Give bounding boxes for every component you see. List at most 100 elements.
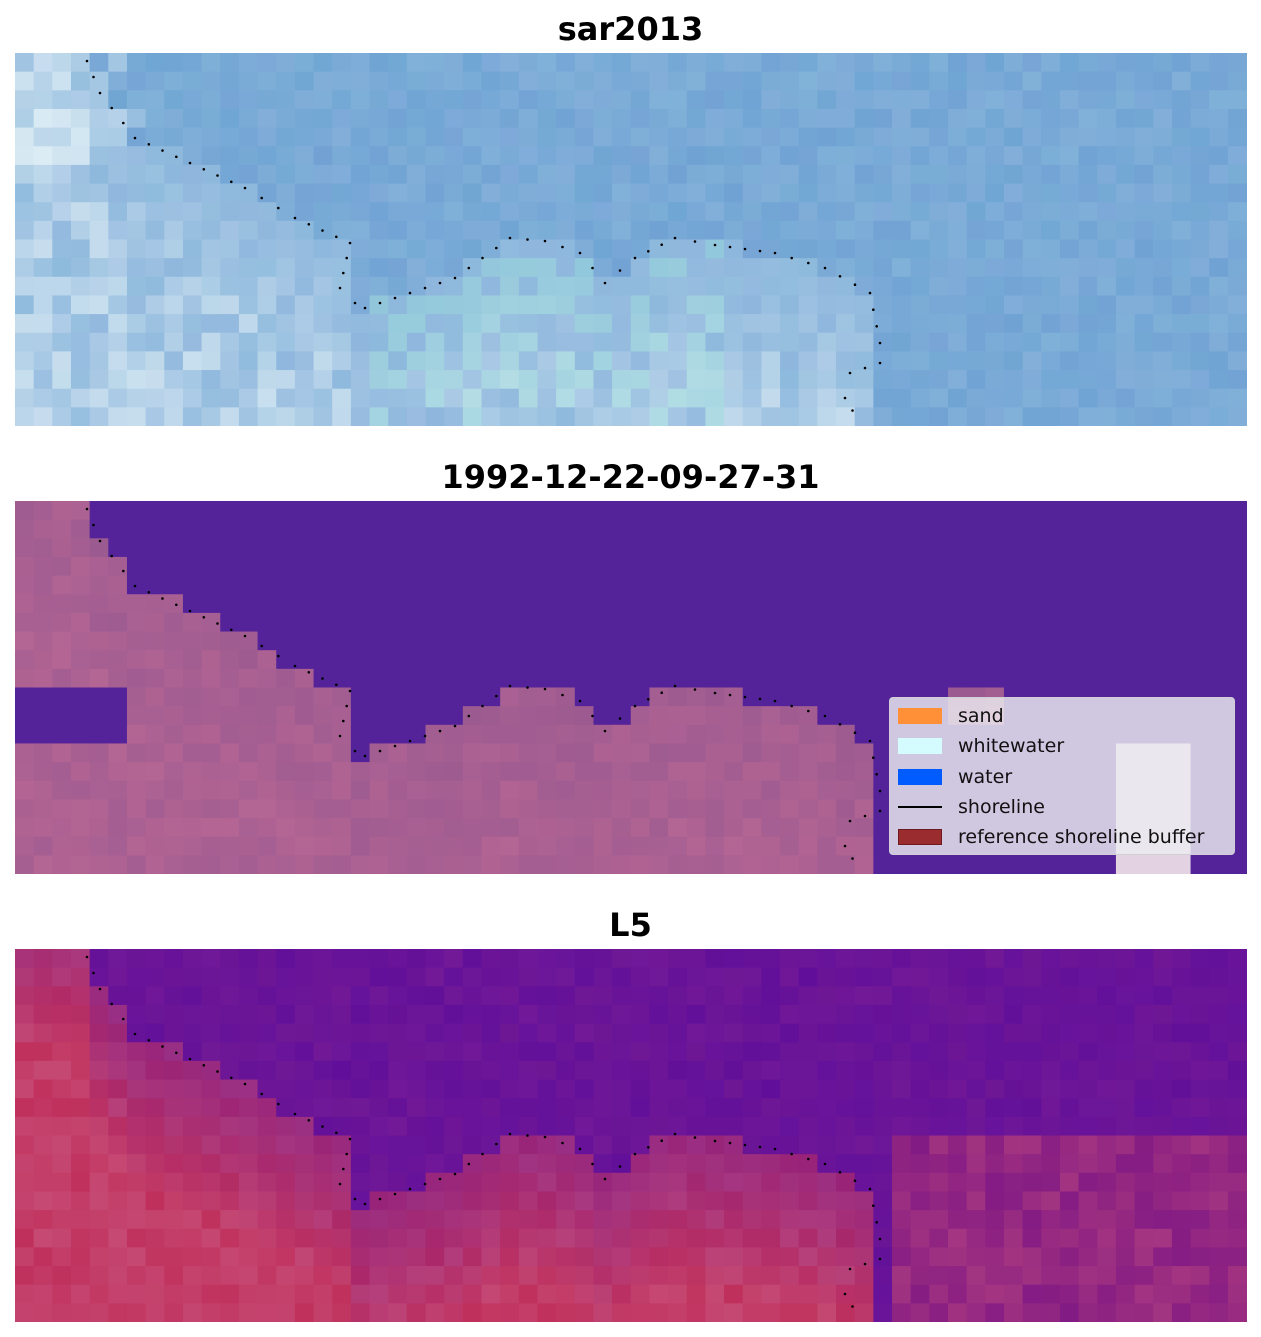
image-cell <box>425 687 445 707</box>
image-cell <box>257 351 277 371</box>
image-cell <box>985 258 1005 278</box>
image-cell <box>854 1023 874 1043</box>
image-cell <box>686 575 707 595</box>
image-cell <box>612 836 632 856</box>
image-cell <box>276 1191 296 1211</box>
shoreline-dot <box>618 1165 622 1168</box>
image-cell <box>70 706 91 726</box>
image-cell <box>444 836 464 856</box>
image-cell <box>33 407 53 426</box>
image-cell <box>612 556 632 577</box>
image-cell <box>481 818 501 838</box>
image-cell <box>126 986 147 1006</box>
image-cell <box>761 1210 781 1230</box>
image-cell <box>1003 1210 1024 1230</box>
image-cell <box>182 276 203 297</box>
image-cell <box>1153 407 1173 426</box>
image-cell <box>406 818 427 838</box>
image-cell <box>966 276 986 297</box>
image-cell <box>388 706 408 726</box>
image-cell <box>238 370 259 390</box>
image-cell <box>350 949 371 969</box>
image-cell <box>388 388 408 408</box>
image-cell <box>332 53 352 73</box>
image-cell <box>574 949 595 969</box>
shoreline-dot <box>526 238 529 241</box>
image-cell <box>537 1303 557 1322</box>
image-cell <box>52 1303 72 1322</box>
image-cell <box>668 258 688 278</box>
image-cell <box>332 687 352 707</box>
image-cell <box>630 743 651 763</box>
image-cell <box>425 332 445 352</box>
image-cell <box>1059 1210 1080 1230</box>
image-cell <box>686 1210 707 1230</box>
image-cell <box>854 71 874 91</box>
image-cell <box>1022 146 1042 166</box>
image-cell <box>537 146 557 166</box>
image-cell <box>761 668 781 689</box>
shoreline-dot <box>481 704 484 708</box>
image-cell <box>164 1210 184 1230</box>
image-cell <box>686 706 707 726</box>
image-cell <box>33 762 53 782</box>
image-cell <box>15 967 35 987</box>
image-cell <box>985 1060 1005 1081</box>
image-cell <box>145 407 165 426</box>
image-cell <box>686 90 707 110</box>
image-cell <box>126 650 147 670</box>
image-cell <box>518 108 539 129</box>
image-cell <box>649 836 669 856</box>
image-cell <box>444 1303 464 1322</box>
image-cell <box>182 1303 203 1322</box>
shoreline-dot <box>591 714 594 718</box>
image-cell <box>1041 314 1061 334</box>
image-cell <box>313 501 333 521</box>
image-cell <box>108 967 128 987</box>
shoreline-dot <box>393 296 397 300</box>
image-cell <box>854 202 874 222</box>
image-cell <box>1190 90 1210 110</box>
image-cell <box>294 258 315 278</box>
image-cell <box>1227 407 1247 426</box>
image-cell <box>500 407 520 426</box>
image-cell <box>761 90 781 110</box>
image-cell <box>705 519 725 539</box>
image-cell <box>1227 276 1247 297</box>
image-cell <box>350 1004 371 1025</box>
image-cell <box>593 183 613 203</box>
image-cell <box>276 743 296 763</box>
shoreline-dot <box>758 249 762 253</box>
image-cell <box>89 1098 109 1118</box>
image-cell <box>630 1247 651 1267</box>
image-cell <box>929 1172 949 1193</box>
image-cell <box>276 258 296 278</box>
image-cell <box>70 71 91 91</box>
image-cell <box>388 1191 408 1211</box>
image-cell <box>929 612 949 633</box>
image-cell <box>1134 220 1154 241</box>
image-cell <box>1097 71 1117 91</box>
image-cell <box>257 594 277 614</box>
image-cell <box>761 295 781 315</box>
shoreline-dot <box>713 1139 717 1143</box>
image-cell <box>742 594 762 614</box>
image-cell <box>70 575 91 595</box>
image-cell <box>985 90 1005 110</box>
image-cell <box>854 538 874 558</box>
shoreline-dot <box>673 1132 677 1136</box>
image-cell <box>369 1004 389 1025</box>
image-cell <box>518 1191 539 1211</box>
image-cell <box>873 1135 893 1155</box>
image-cell <box>425 90 445 110</box>
image-cell <box>1115 1135 1136 1155</box>
image-cell <box>313 967 333 987</box>
image-cell <box>182 332 203 352</box>
image-cell <box>556 724 576 745</box>
image-cell <box>630 1228 651 1248</box>
image-cell <box>238 1098 259 1118</box>
image-cell <box>313 556 333 577</box>
image-cell <box>574 276 595 297</box>
image-cell <box>1022 351 1042 371</box>
image-cell <box>108 780 128 800</box>
